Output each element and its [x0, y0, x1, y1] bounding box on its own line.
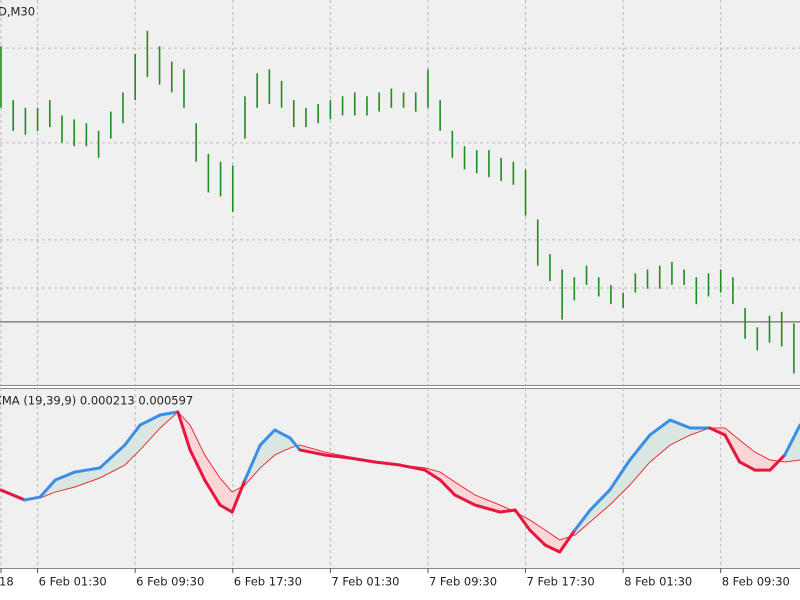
fast-line-segment	[38, 478, 57, 499]
fast-line-segment	[158, 410, 180, 417]
fill-band	[754, 452, 771, 471]
fast-line-segment	[258, 428, 277, 447]
fast-line-segment	[608, 458, 632, 492]
fast-line-segment	[203, 478, 222, 507]
fast-line-segment	[176, 410, 192, 452]
fast-line-segment	[218, 503, 234, 514]
fast-line-segment	[273, 428, 292, 440]
fast-line-segment	[53, 470, 77, 482]
fast-line-segment	[768, 453, 787, 472]
fast-line-segment	[323, 453, 352, 460]
fill-band	[74, 467, 100, 487]
fill-band	[55, 472, 75, 493]
x-tick-label: 6 Feb 09:30	[136, 575, 204, 589]
indicator-title: XMA (19,39,9) 0.000213 0.000597	[0, 394, 193, 408]
grid	[0, 0, 800, 568]
x-tick-label: 6 Feb 17:30	[234, 575, 302, 589]
fast-line-segment	[298, 448, 327, 457]
fast-line-segment	[188, 448, 207, 482]
fast-line-segment	[473, 503, 502, 514]
x-tick-label: 7 Feb 01:30	[331, 575, 399, 589]
fast-line-segment	[398, 463, 427, 472]
marks	[0, 30, 800, 554]
fast-line-segment	[230, 478, 247, 514]
fast-line-segment	[438, 478, 457, 497]
fast-line-segment	[543, 543, 562, 554]
fast-line-segment	[423, 468, 442, 482]
fast-line-segment	[558, 528, 577, 554]
fast-line-segment	[648, 418, 672, 437]
fill-band	[204, 454, 220, 505]
fast-line-segment	[373, 460, 402, 467]
x-tick-label: 8 Feb 09:30	[722, 575, 790, 589]
x-tick-label: 7 Feb 09:30	[429, 575, 497, 589]
fast-line-segment	[708, 426, 727, 437]
fill-band	[124, 425, 141, 466]
fill-band	[454, 481, 475, 505]
fast-line-segment	[98, 443, 127, 470]
x-tick-label: 8 Feb 01:30	[624, 575, 692, 589]
fast-line-segment	[738, 460, 757, 472]
fill-band	[190, 425, 205, 480]
fill-band	[99, 445, 125, 478]
fill-band	[474, 494, 500, 513]
fast-line-segment	[628, 433, 652, 462]
price-pane	[0, 0, 800, 385]
fast-line-segment	[453, 493, 477, 507]
fast-line-segment	[23, 495, 42, 502]
fast-line-segment	[243, 443, 262, 482]
fast-line-segment	[783, 423, 800, 457]
fast-line-segment	[668, 418, 692, 430]
fast-line-segment	[723, 433, 742, 464]
fast-line-segment	[498, 508, 517, 514]
fill-band	[590, 490, 610, 522]
x-tick-label: 7 Feb 17:30	[527, 575, 595, 589]
x-tick-label: 18	[0, 575, 14, 589]
fill-band	[260, 429, 275, 468]
fast-line-segment	[288, 436, 302, 452]
fast-line-segment	[573, 508, 592, 532]
fast-line-segment	[138, 413, 162, 427]
x-tick-label: 6 Feb 01:30	[39, 575, 107, 589]
fast-line-segment	[73, 466, 102, 474]
fast-line-segment	[348, 456, 377, 464]
fill-band	[649, 420, 671, 462]
fast-line-segment	[528, 528, 547, 547]
fast-line-segment	[123, 423, 142, 447]
fill-band	[609, 460, 630, 505]
fill-band	[529, 519, 546, 545]
fast-line-segment	[513, 508, 532, 532]
fast-line-segment	[0, 488, 27, 502]
fast-line-segment	[588, 488, 612, 512]
indicator-pane	[0, 388, 800, 568]
price-title: D,M30	[0, 5, 35, 19]
fill-band	[219, 478, 233, 513]
fill-band	[629, 434, 650, 486]
